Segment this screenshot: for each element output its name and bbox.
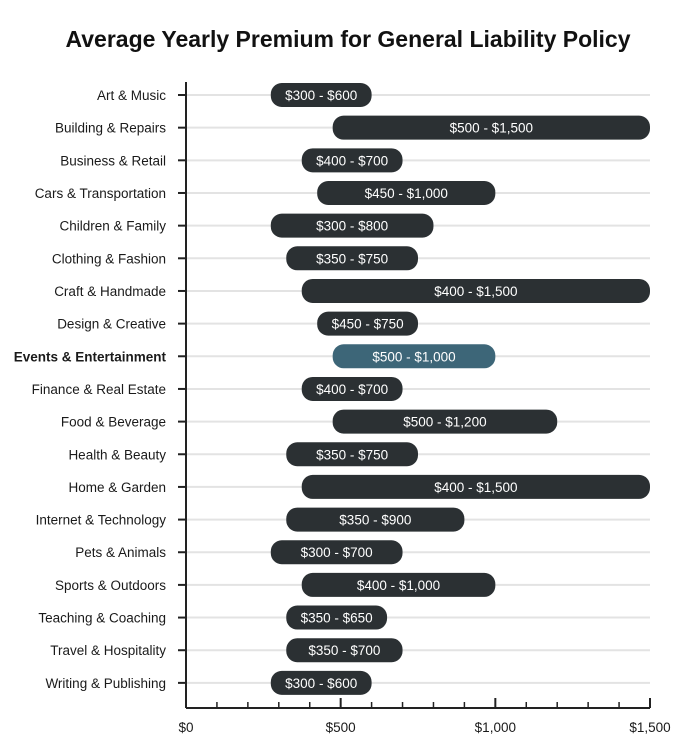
category-label: Cars & Transportation [35,186,166,201]
bar-value-label: $400 - $700 [316,382,388,397]
bar-value-label: $400 - $700 [316,153,388,168]
range-bar [301,148,403,173]
range-bar [286,442,418,467]
range-bar [332,344,496,369]
category-label: Pets & Animals [75,545,166,560]
range-bar [301,474,650,499]
category-label: Art & Music [97,88,166,103]
bar-value-label: $500 - $1,000 [372,349,455,364]
bar-value-label: $400 - $1,000 [357,578,440,593]
x-tick-label: $1,500 [629,720,670,735]
category-label: Writing & Publishing [45,676,166,691]
category-label: Children & Family [59,219,166,234]
category-label: Craft & Handmade [54,284,166,299]
category-label: Finance & Real Estate [32,382,166,397]
bar-value-label: $450 - $1,000 [365,186,448,201]
range-bar [286,638,403,663]
x-tick-label: $0 [178,720,193,735]
bar-value-label: $300 - $800 [316,219,388,234]
category-label: Clothing & Fashion [52,251,166,266]
bar-value-label: $350 - $750 [316,251,388,266]
bar-value-label: $400 - $1,500 [434,480,517,495]
x-tick-label: $1,000 [475,720,516,735]
category-label: Food & Beverage [61,415,166,430]
bar-value-label: $300 - $600 [285,88,357,103]
range-bar [317,311,418,336]
range-bar [301,278,650,303]
bar-value-label: $350 - $900 [339,513,411,528]
category-label: Travel & Hospitality [50,643,166,658]
range-bar [301,572,496,597]
chart-title: Average Yearly Premium for General Liabi… [65,26,631,52]
category-label: Building & Repairs [55,121,166,136]
category-label: Events & Entertainment [14,349,167,364]
category-label: Internet & Technology [36,513,167,528]
range-bar [317,180,496,205]
range-bar [270,540,403,565]
bar-value-label: $500 - $1,200 [403,415,486,430]
bar-value-label: $350 - $650 [301,611,373,626]
category-label: Home & Garden [68,480,166,495]
range-bar [270,83,372,107]
bar-value-label: $450 - $750 [332,317,404,332]
category-label: Business & Retail [60,153,166,168]
bar-value-label: $500 - $1,500 [450,121,533,136]
range-bar [332,115,650,140]
range-bar [301,376,403,401]
bar-value-label: $300 - $600 [285,676,357,691]
bar-value-label: $400 - $1,500 [434,284,517,299]
x-tick-label: $500 [326,720,356,735]
range-bar [286,507,465,532]
bar-value-label: $350 - $700 [308,643,380,658]
category-label: Sports & Outdoors [55,578,166,593]
category-label: Design & Creative [57,317,166,332]
category-label: Teaching & Coaching [38,611,166,626]
category-label: Health & Beauty [68,447,166,462]
range-bar [270,670,372,695]
range-bar [286,246,418,271]
range-bar [270,213,434,238]
bar-value-label: $350 - $750 [316,447,388,462]
range-bar [332,409,558,434]
range-bar [286,605,388,630]
bar-value-label: $300 - $700 [301,545,373,560]
